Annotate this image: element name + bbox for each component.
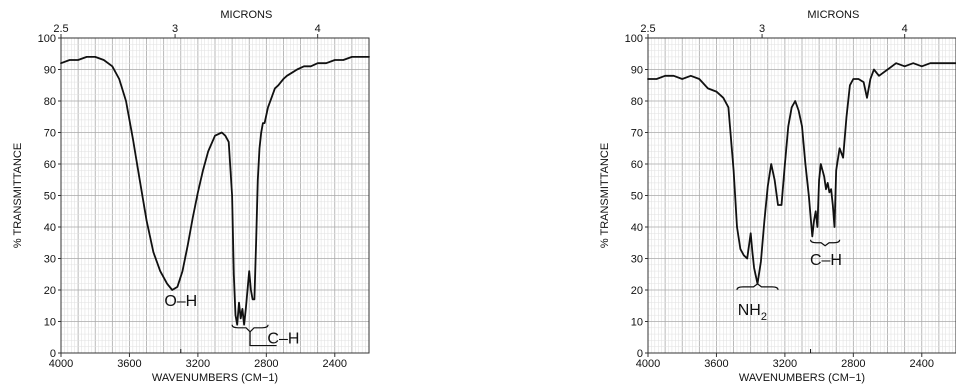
y-tick-label: 80 xyxy=(631,96,643,108)
micron-tick-label: 4 xyxy=(315,23,321,35)
y-tick-label: 0 xyxy=(50,348,56,360)
spectrum-panel-2: 0 10 20 30 40 50 60 70 80 90 100 4000 3600 3200 2800 24… xyxy=(599,9,956,384)
y-tick-label: 40 xyxy=(631,222,643,234)
grid xyxy=(60,37,370,354)
micron-tick-label: 4 xyxy=(902,23,908,35)
micron-tick-label: 2.5 xyxy=(640,23,655,35)
annotation-brackets xyxy=(180,324,277,353)
y-tick-label: 20 xyxy=(631,285,643,297)
y-tick-label: 50 xyxy=(44,191,56,203)
micron-tick-label: 2.5 xyxy=(53,23,68,35)
y-tick-label: 60 xyxy=(44,159,56,171)
x-tick-label: 3200 xyxy=(773,358,797,370)
y-tick-label: 10 xyxy=(44,317,56,329)
micron-tick-label: 3 xyxy=(172,23,178,35)
ch-bracket xyxy=(231,324,269,333)
x-axis-title: WAVENUMBERS (CM−1) xyxy=(739,372,865,384)
y-tick-label: 100 xyxy=(38,33,56,45)
x-tick-label: 4000 xyxy=(49,358,73,370)
peak-label: NH2 xyxy=(738,302,767,323)
y-tick-label: 50 xyxy=(631,191,643,203)
y-tick-label: 30 xyxy=(44,254,56,266)
x-tick-label: 2400 xyxy=(323,358,347,370)
y-tick-label: 30 xyxy=(631,254,643,266)
ch-bracket xyxy=(809,239,841,247)
y-tick-label: 60 xyxy=(631,159,643,171)
y-axis-title: % TRANSMITTANCE xyxy=(12,143,24,248)
y-tick-label: 70 xyxy=(44,128,56,140)
nh2-bracket xyxy=(736,283,779,290)
y-tick-label: 40 xyxy=(44,222,56,234)
x-tick-label: 3600 xyxy=(117,358,141,370)
x-tick-label: 2400 xyxy=(910,358,934,370)
y-tick-label: 10 xyxy=(631,317,643,329)
spectrum-line xyxy=(647,62,956,285)
peak-label: O–H xyxy=(164,293,197,310)
x-axis-title: WAVENUMBERS (CM−1) xyxy=(152,372,278,384)
y-axis-title: % TRANSMITTANCE xyxy=(599,143,611,248)
y-tick-label: 20 xyxy=(44,285,56,297)
ch-leader xyxy=(249,331,277,347)
y-tick-label: 100 xyxy=(625,33,643,45)
top-axis-title: MICRONS xyxy=(220,9,272,21)
spectrum-line xyxy=(60,56,370,326)
x-tick-label: 4000 xyxy=(636,358,660,370)
x-tick-label: 3600 xyxy=(704,358,728,370)
micron-tick-label: 3 xyxy=(759,23,765,35)
spectrum-panel-1: 0 10 20 30 40 50 60 70 80 90 100 4000 3600 3200 2800 24… xyxy=(12,9,370,384)
y-tick-label: 0 xyxy=(637,348,643,360)
y-tick-label: 90 xyxy=(44,65,56,77)
grid xyxy=(647,37,956,354)
peak-label: C–H xyxy=(267,331,299,348)
annotation-brackets xyxy=(736,239,841,353)
top-axis-title: MICRONS xyxy=(807,9,859,21)
y-tick-label: 80 xyxy=(44,96,56,108)
peak-label: C–H xyxy=(810,252,842,269)
y-tick-label: 90 xyxy=(631,65,643,77)
x-tick-label: 3200 xyxy=(186,358,210,370)
y-tick-label: 70 xyxy=(631,128,643,140)
x-tick-label: 2800 xyxy=(841,358,865,370)
x-tick-label: 2800 xyxy=(254,358,278,370)
